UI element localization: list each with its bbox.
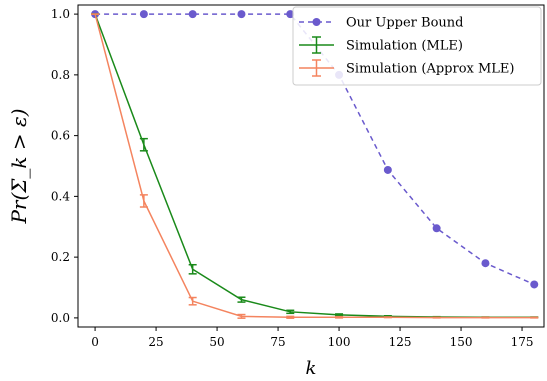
legend-item-2: Simulation (Approx MLE)	[299, 59, 515, 77]
y-tick-label: 0.8	[51, 68, 70, 82]
error-bar	[286, 309, 295, 315]
error-bar	[237, 296, 246, 303]
y-axis: 0.0 0.2 0.4 0.6 0.8 1.0	[51, 7, 78, 325]
y-axis-label: Pr(Σ_k > ε)	[7, 108, 31, 224]
x-tick-label: 50	[209, 335, 224, 349]
error-bar	[335, 313, 344, 317]
y-tick-label: 0.4	[51, 189, 70, 203]
plot-frame	[77, 4, 545, 328]
y-tick-label: 1.0	[51, 7, 70, 21]
legend: Our Upper Bound Simulation (MLE) Simulatio…	[292, 6, 542, 86]
x-tick-label: 175	[511, 335, 534, 349]
x-tick-label: 125	[389, 335, 412, 349]
series-line	[94, 13, 535, 319]
legend-label: Our Upper Bound	[346, 16, 463, 31]
data-point	[530, 280, 539, 289]
error-bar	[432, 316, 441, 319]
data-point	[188, 10, 197, 19]
series-2	[91, 13, 539, 319]
legend-item-1: Simulation (MLE)	[299, 36, 463, 54]
legend-label: Simulation (MLE)	[346, 39, 463, 54]
legend-box	[292, 6, 542, 86]
legend-label: Simulation (Approx MLE)	[346, 62, 515, 77]
data-point	[383, 165, 392, 174]
error-bar	[139, 194, 148, 208]
error-bar	[383, 316, 392, 319]
x-tick-label: 75	[270, 335, 285, 349]
data-point	[286, 10, 295, 19]
error-bar	[139, 137, 148, 152]
error-bar	[237, 313, 246, 319]
error-bar	[481, 316, 490, 319]
y-tick-label: 0.2	[51, 250, 70, 264]
y-tick-label: 0.6	[51, 129, 70, 143]
error-bar	[188, 263, 197, 275]
x-tick-label: 25	[148, 335, 163, 349]
x-tick-label: 0	[91, 335, 99, 349]
x-tick-label: 150	[450, 335, 473, 349]
error-bar	[335, 315, 344, 319]
data-point	[237, 10, 246, 19]
x-axis-label: k	[306, 358, 317, 379]
error-bar	[530, 316, 539, 319]
data-point	[139, 10, 148, 19]
y-tick-label: 0.0	[51, 311, 70, 325]
x-tick-label: 100	[328, 335, 351, 349]
error-bar	[286, 315, 295, 319]
x-axis: 0 25 50 75 100 125 150 175	[91, 327, 533, 349]
legend-marker	[312, 18, 321, 26]
legend-item-0: Our Upper Bound	[299, 16, 463, 31]
data-point	[432, 224, 441, 233]
data-point	[481, 259, 490, 268]
error-bar	[188, 296, 197, 306]
